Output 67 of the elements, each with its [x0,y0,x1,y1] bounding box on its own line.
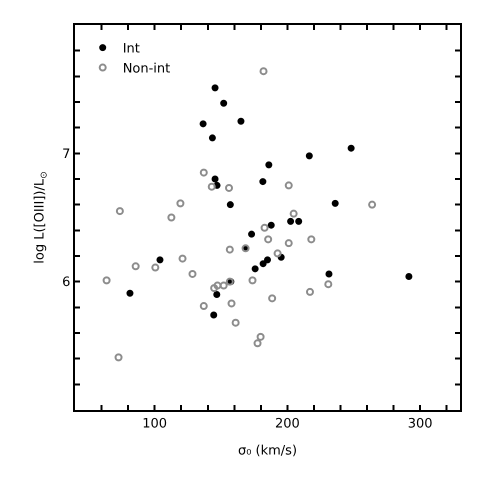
point [200,168,208,177]
point [237,118,244,125]
point [256,332,265,341]
legend-label: Int [122,42,140,57]
x-tick-label: 200 [274,416,300,432]
point [208,134,216,142]
x-tick-label: 300 [408,416,433,432]
point [325,270,332,278]
point [260,67,268,76]
point [307,235,316,244]
point [167,214,176,222]
point [114,353,123,362]
legend-label: Non-int [122,62,170,77]
point [274,249,282,258]
point [248,276,256,284]
point [260,224,269,232]
x-axis-title: σ₀ (km/s) [238,444,298,459]
point [405,273,412,280]
point [265,161,272,168]
point [268,294,276,302]
y-tick-label: 6 [62,275,70,290]
point [151,264,160,272]
point [332,200,339,207]
point [220,100,228,107]
point [132,262,140,270]
point [102,276,111,284]
point [208,182,216,191]
point [156,256,164,264]
point [176,199,184,208]
point [232,318,240,327]
point [348,144,355,152]
point [259,178,266,186]
point [213,291,220,298]
point [213,282,222,290]
point [248,230,256,238]
point [116,207,124,216]
point [260,260,267,268]
point [306,288,314,296]
point [212,84,219,92]
point [268,222,275,229]
point [178,254,187,263]
point [284,239,293,248]
x-tick-label: 100 [142,416,168,432]
point [228,299,236,308]
point [226,201,234,208]
point [287,218,294,225]
y-tick-label: 7 [62,146,70,162]
point [188,270,196,278]
point [252,265,259,272]
point [264,256,271,264]
point [254,339,262,348]
point [126,290,134,297]
point [368,200,376,209]
point [200,302,208,310]
point [210,312,218,319]
point [220,282,228,290]
point [264,235,272,244]
point [210,284,218,292]
point [306,152,313,160]
point [225,184,233,192]
point [290,210,298,218]
point [212,176,219,182]
point [284,181,293,190]
point [200,120,207,128]
point [324,280,332,288]
point [226,246,234,254]
point [295,218,302,225]
